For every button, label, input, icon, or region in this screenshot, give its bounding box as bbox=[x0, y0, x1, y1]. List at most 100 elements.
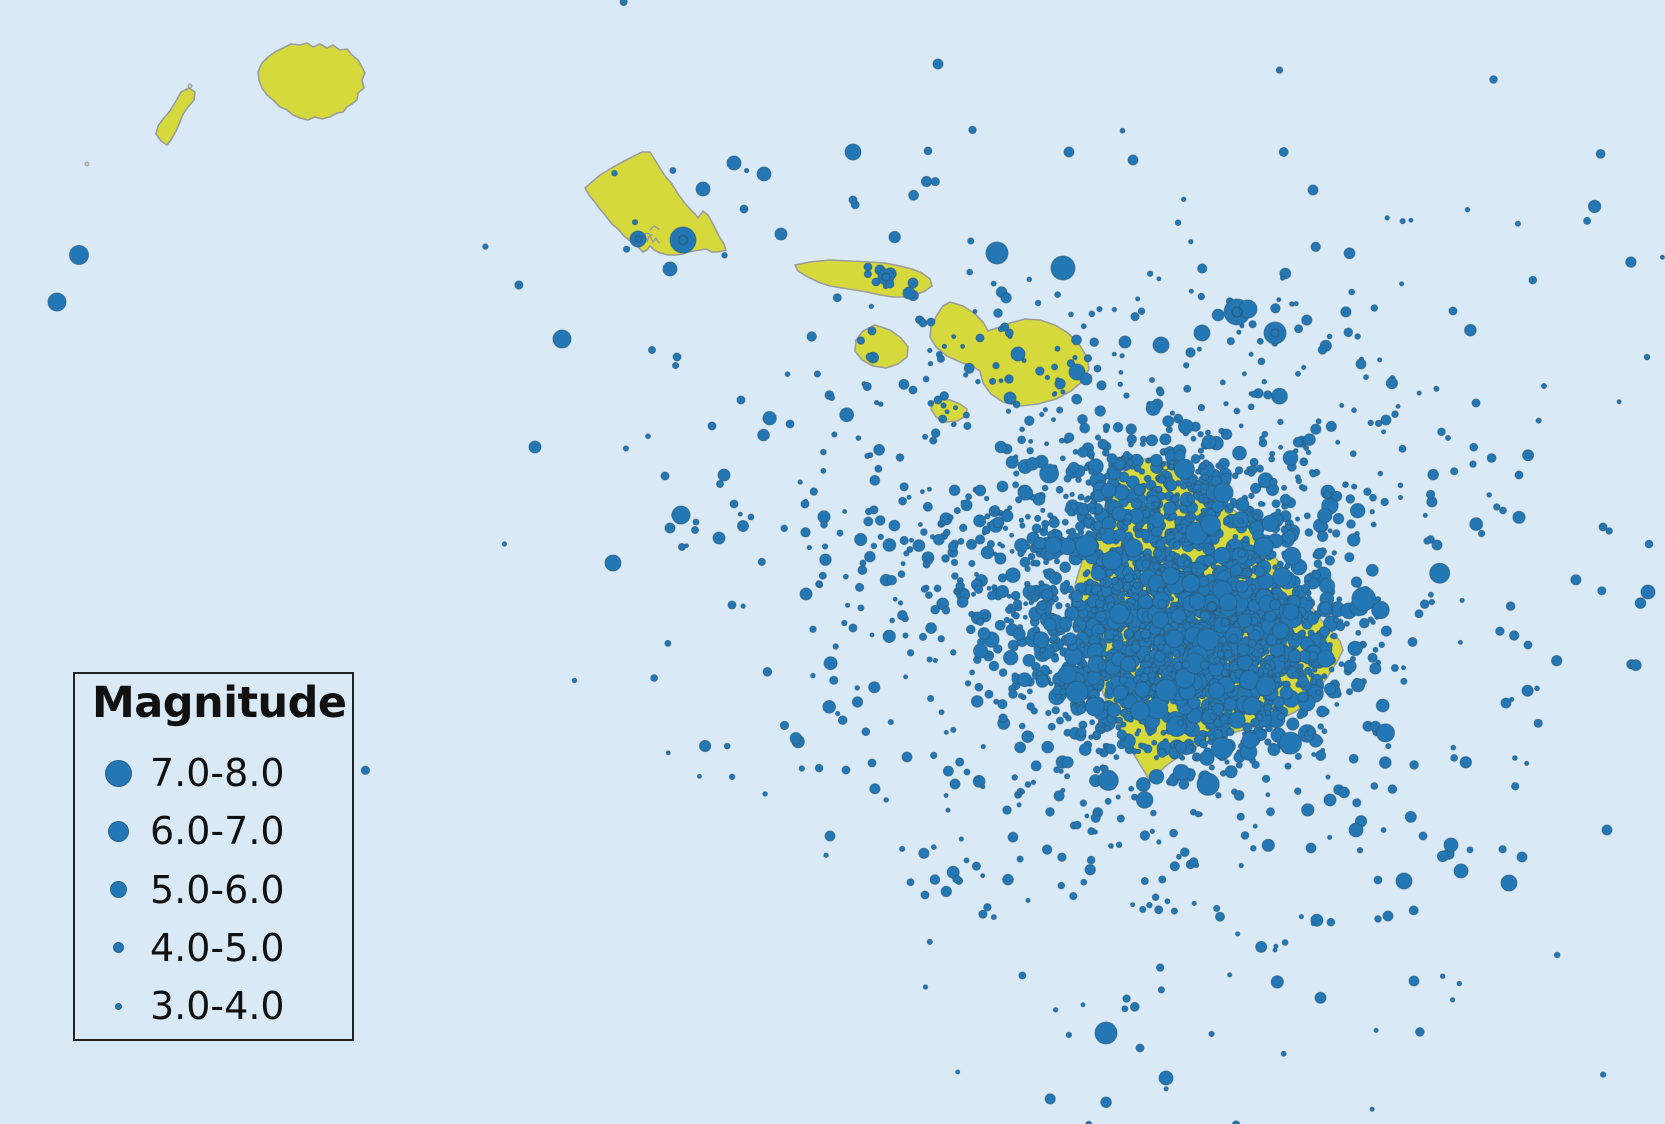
earthquake-point bbox=[1271, 387, 1288, 405]
earthquake-point bbox=[1269, 450, 1276, 457]
earthquake-point bbox=[1059, 455, 1066, 462]
earthquake-point bbox=[956, 577, 964, 584]
earthquake-point bbox=[813, 370, 822, 378]
earthquake-point bbox=[1090, 606, 1098, 614]
earthquake-point bbox=[1193, 483, 1202, 493]
earthquake-point bbox=[1395, 872, 1413, 890]
earthquake-point bbox=[1363, 374, 1369, 381]
earthquake-point bbox=[1327, 834, 1333, 841]
earthquake-point bbox=[1024, 415, 1035, 426]
earthquake-point bbox=[841, 619, 848, 627]
earthquake-point bbox=[1231, 1120, 1241, 1124]
earthquake-point bbox=[1191, 567, 1198, 574]
earthquake-point bbox=[1186, 494, 1196, 504]
earthquake-point bbox=[1236, 812, 1245, 821]
earthquake-point bbox=[1369, 662, 1382, 675]
earthquake-point bbox=[1335, 621, 1346, 632]
earthquake-point bbox=[938, 709, 945, 716]
earthquake-point bbox=[1248, 492, 1255, 500]
earthquake-point bbox=[947, 514, 954, 521]
earthquake-point bbox=[1012, 612, 1020, 620]
earthquake-point bbox=[925, 591, 933, 599]
earthquake-point bbox=[1399, 218, 1406, 225]
earthquake-point bbox=[945, 807, 951, 813]
earthquake-point bbox=[1390, 664, 1399, 672]
earthquake-point bbox=[1152, 336, 1170, 354]
earthquake-point bbox=[953, 507, 961, 515]
earthquake-point bbox=[1308, 651, 1319, 661]
earthquake-point bbox=[1096, 683, 1104, 691]
earthquake-point bbox=[1199, 660, 1210, 671]
earthquake-point bbox=[1095, 610, 1107, 623]
earthquake-point bbox=[1048, 681, 1054, 687]
earthquake-point bbox=[1054, 572, 1061, 579]
earthquake-point bbox=[1331, 632, 1338, 640]
earthquake-point bbox=[1012, 481, 1020, 489]
earthquake-point bbox=[1149, 377, 1155, 383]
earthquake-point bbox=[975, 378, 981, 385]
earthquake-point bbox=[1277, 418, 1284, 426]
earthquake-point bbox=[501, 541, 508, 547]
earthquake-point bbox=[672, 362, 680, 370]
earthquake-point bbox=[1500, 697, 1512, 709]
earthquake-ring-mark bbox=[1206, 601, 1218, 613]
earthquake-point bbox=[1464, 323, 1477, 337]
earthquake-point bbox=[1316, 705, 1329, 718]
earthquake-point bbox=[1409, 760, 1419, 770]
earthquake-point bbox=[1163, 513, 1170, 520]
earthquake-point bbox=[1281, 939, 1289, 946]
earthquake-point bbox=[943, 528, 951, 537]
earthquake-point bbox=[1252, 823, 1258, 829]
earthquake-point bbox=[1301, 364, 1307, 370]
earthquake-point bbox=[1044, 1093, 1056, 1105]
earthquake-point bbox=[1149, 828, 1156, 834]
earthquake-point bbox=[1077, 663, 1084, 670]
earthquake-point bbox=[1134, 731, 1140, 737]
earthquake-point bbox=[1385, 377, 1399, 390]
earthquake-point bbox=[1145, 401, 1161, 416]
earthquake-point bbox=[1296, 711, 1305, 720]
earthquake-point bbox=[1169, 828, 1178, 838]
earthquake-point bbox=[1053, 766, 1061, 774]
earthquake-point bbox=[1235, 761, 1243, 769]
earthquake-point bbox=[1051, 654, 1060, 663]
earthquake-point bbox=[1261, 774, 1271, 783]
earthquake-point bbox=[1051, 417, 1056, 423]
earthquake-point bbox=[1137, 594, 1154, 610]
earthquake-point bbox=[1061, 756, 1074, 769]
earthquake-point bbox=[930, 604, 940, 615]
earthquake-point bbox=[899, 535, 909, 546]
earthquake-point bbox=[1063, 146, 1075, 158]
earthquake-point bbox=[1270, 975, 1284, 989]
magnitude-swatch-circle bbox=[104, 759, 132, 787]
earthquake-point bbox=[1117, 381, 1124, 388]
earthquake-point bbox=[1102, 423, 1111, 431]
earthquake-point bbox=[1069, 892, 1078, 901]
earthquake-point bbox=[1059, 561, 1071, 574]
earthquake-point bbox=[1024, 781, 1032, 788]
legend-item-label: 3.0-4.0 bbox=[150, 984, 285, 1029]
earthquake-point bbox=[1238, 518, 1244, 525]
earthquake-point bbox=[1225, 727, 1235, 737]
earthquake-point bbox=[721, 252, 728, 259]
earthquake-point bbox=[1304, 528, 1314, 537]
earthquake-point bbox=[1397, 494, 1404, 501]
earthquake-point bbox=[1158, 875, 1167, 884]
earthquake-point bbox=[757, 428, 770, 442]
earthquake-point bbox=[1335, 439, 1341, 445]
earthquake-point bbox=[1191, 754, 1199, 761]
earthquake-point bbox=[1419, 599, 1430, 610]
earthquake-point bbox=[1089, 506, 1097, 515]
earthquake-point bbox=[978, 909, 988, 919]
earthquake-point bbox=[1516, 851, 1528, 863]
earthquake-point bbox=[1059, 688, 1067, 696]
earthquake-point bbox=[963, 857, 970, 864]
earthquake-point bbox=[1063, 632, 1078, 646]
earthquake-point bbox=[856, 336, 866, 345]
earthquake-point bbox=[1323, 682, 1337, 696]
earthquake-point bbox=[1127, 441, 1134, 448]
earthquake-point bbox=[1371, 600, 1390, 620]
earthquake-point bbox=[1131, 748, 1138, 755]
earthquake-point bbox=[966, 538, 977, 550]
earthquake-point bbox=[1030, 760, 1042, 772]
